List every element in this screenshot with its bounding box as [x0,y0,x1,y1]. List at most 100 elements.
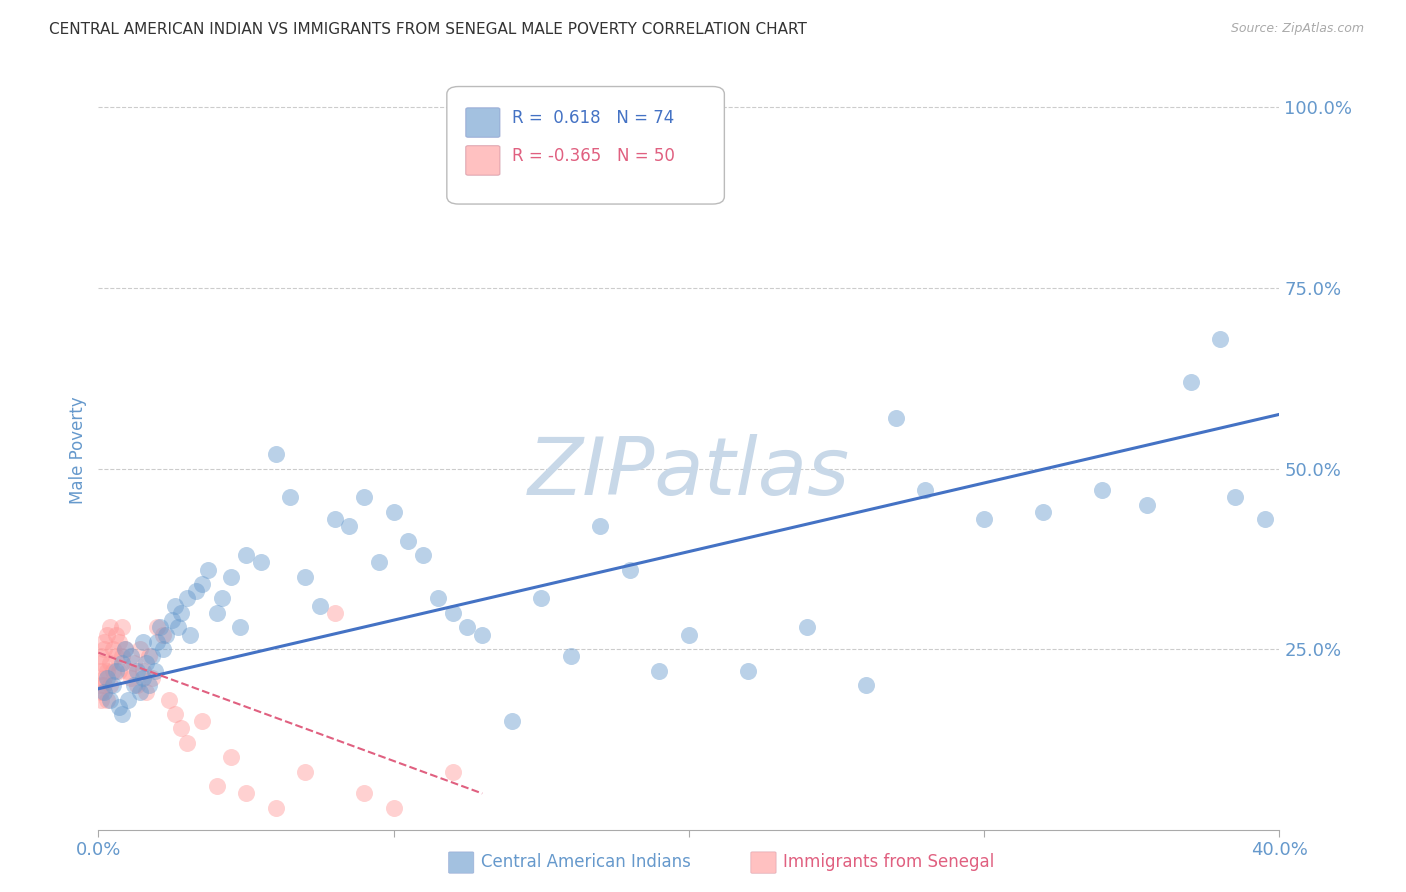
Point [427,591,450,606]
Point [441,606,464,620]
FancyBboxPatch shape [465,108,501,137]
Point [98,692,121,706]
Point [170,722,193,736]
Point [221,750,243,764]
Point [114,642,136,657]
Point [1254,512,1277,526]
Point [235,548,257,562]
Point [90,685,112,699]
Point [1225,491,1247,505]
Text: CENTRAL AMERICAN INDIAN VS IMMIGRANTS FROM SENEGAL MALE POVERTY CORRELATION CHAR: CENTRAL AMERICAN INDIAN VS IMMIGRANTS FR… [49,22,807,37]
Point [309,599,332,613]
Point [382,505,405,519]
Point [143,664,166,678]
Point [152,642,174,657]
Point [339,519,361,533]
Point [108,699,131,714]
Point [117,692,139,706]
Point [250,555,273,569]
Point [93,642,115,657]
Point [648,664,671,678]
Point [170,606,193,620]
Point [122,657,145,671]
Text: Central American Indians: Central American Indians [481,853,690,871]
Point [398,533,420,548]
Point [90,657,112,671]
Point [737,664,759,678]
Point [884,411,907,425]
Point [111,620,134,634]
Point [560,649,582,664]
Point [149,620,172,634]
Point [93,678,115,692]
Point [90,664,112,678]
Point [93,671,115,685]
Point [105,627,128,641]
Point [211,591,233,606]
Point [162,613,183,627]
Point [96,627,118,641]
Point [132,664,155,678]
Point [264,447,287,461]
Point [441,764,464,779]
Point [103,664,125,678]
Point [98,657,121,671]
Point [176,591,198,606]
Point [229,620,252,634]
Point [117,664,139,678]
Point [146,620,169,634]
Point [205,606,228,620]
Point [235,787,257,801]
FancyBboxPatch shape [465,145,501,175]
Point [93,635,115,649]
Point [96,671,118,685]
Point [1136,498,1159,512]
Point [120,671,142,685]
Point [1091,483,1114,498]
Point [152,627,174,641]
Point [179,627,201,641]
Text: Immigrants from Senegal: Immigrants from Senegal [783,853,994,871]
Point [105,649,128,664]
Point [138,678,160,692]
Point [221,570,243,584]
Point [90,678,112,692]
Point [368,555,391,569]
Point [114,642,136,657]
Point [176,736,198,750]
Point [90,649,112,664]
Point [90,692,112,706]
Point [619,563,641,577]
Point [157,692,180,706]
Point [96,664,118,678]
Point [103,642,125,657]
Point [155,627,177,641]
Point [205,779,228,793]
Point [120,649,142,664]
Point [589,519,612,533]
FancyBboxPatch shape [447,87,724,204]
Point [973,512,995,526]
Point [1032,505,1054,519]
Point [132,671,155,685]
Point [191,577,214,591]
Point [280,491,302,505]
Point [141,671,163,685]
Point [1209,332,1232,346]
Point [530,591,553,606]
Point [353,491,375,505]
Point [197,563,219,577]
Point [165,599,187,613]
Point [471,627,494,641]
Point [125,664,148,678]
Point [128,685,150,699]
Point [167,620,190,634]
Point [111,649,134,664]
Text: R = -0.365   N = 50: R = -0.365 N = 50 [512,147,675,165]
Point [105,664,128,678]
Point [457,620,479,634]
Point [108,664,131,678]
Point [98,620,121,634]
Point [294,764,316,779]
Point [98,678,121,692]
